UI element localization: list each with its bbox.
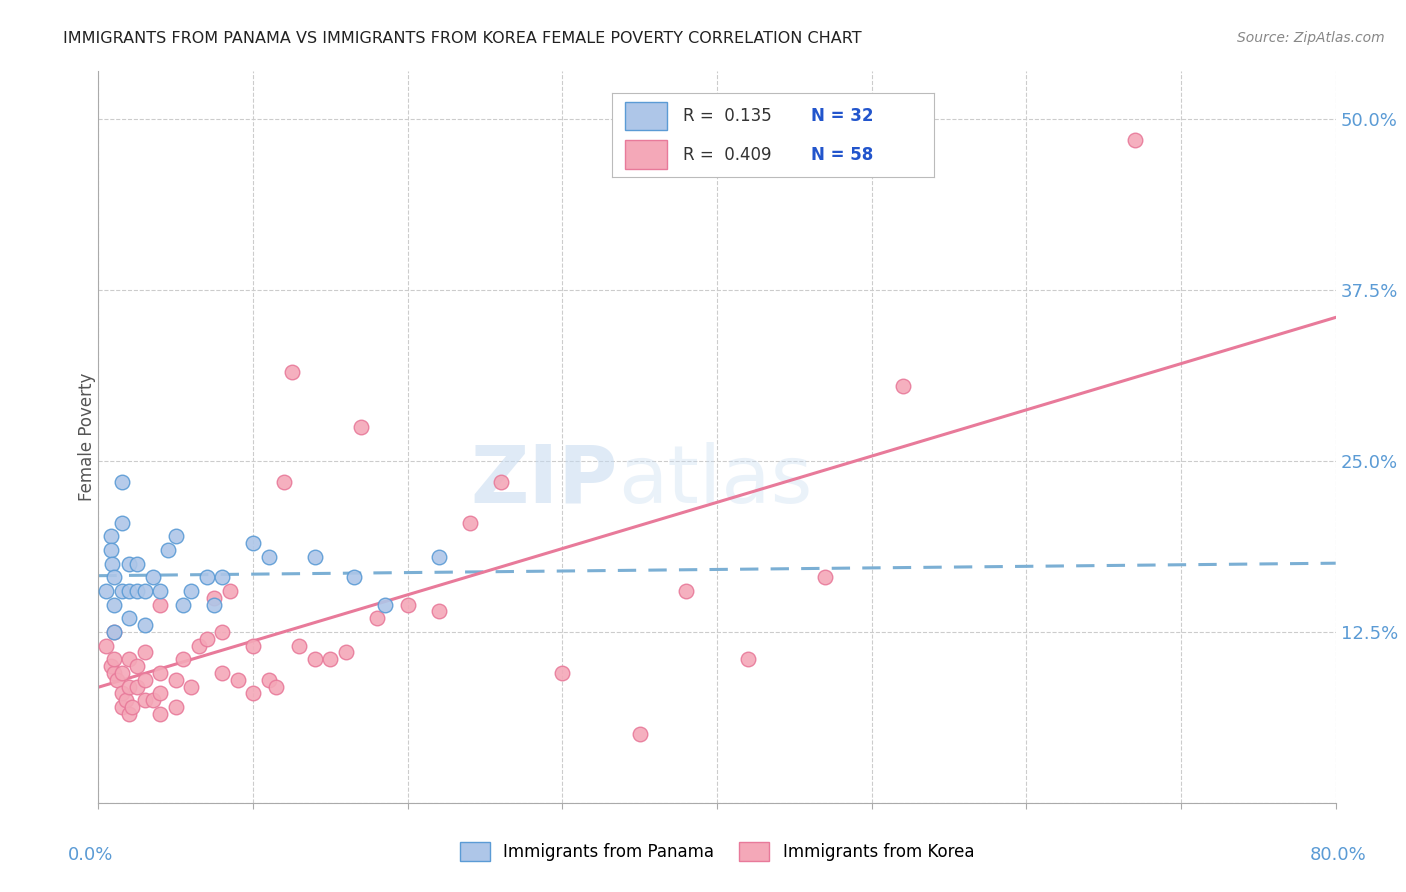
Point xyxy=(675,583,697,598)
Point xyxy=(427,549,450,564)
Point xyxy=(737,652,759,666)
Point xyxy=(100,542,122,557)
Point xyxy=(100,659,122,673)
Point xyxy=(141,693,165,707)
Point xyxy=(180,583,202,598)
Point xyxy=(1123,133,1146,147)
Point xyxy=(149,598,172,612)
Point xyxy=(172,652,194,666)
Point xyxy=(103,570,125,584)
Point xyxy=(188,639,211,653)
Point xyxy=(149,706,172,721)
Point xyxy=(304,652,326,666)
Point xyxy=(103,652,125,666)
Point xyxy=(366,611,388,625)
Point xyxy=(134,673,156,687)
Point xyxy=(134,583,156,598)
Point xyxy=(111,516,132,530)
Point xyxy=(242,536,264,550)
Point xyxy=(105,673,128,687)
Point xyxy=(115,693,138,707)
Point xyxy=(226,673,249,687)
Point xyxy=(96,639,118,653)
Point xyxy=(100,529,122,543)
Point xyxy=(111,700,132,714)
Point xyxy=(211,624,233,639)
Point xyxy=(118,583,141,598)
Text: IMMIGRANTS FROM PANAMA VS IMMIGRANTS FROM KOREA FEMALE POVERTY CORRELATION CHART: IMMIGRANTS FROM PANAMA VS IMMIGRANTS FRO… xyxy=(63,31,862,46)
Point xyxy=(149,665,172,680)
Point xyxy=(489,475,512,489)
Y-axis label: Female Poverty: Female Poverty xyxy=(79,373,96,501)
Point xyxy=(343,570,366,584)
Point xyxy=(103,598,125,612)
Point xyxy=(118,652,141,666)
Point xyxy=(127,557,149,571)
Point xyxy=(242,686,264,700)
Point xyxy=(172,598,194,612)
Point xyxy=(458,516,481,530)
Point xyxy=(103,624,125,639)
Point xyxy=(257,549,280,564)
Point xyxy=(111,583,132,598)
Point xyxy=(195,570,218,584)
Point xyxy=(149,583,172,598)
Text: 0.0%: 0.0% xyxy=(67,846,112,863)
Point xyxy=(814,570,837,584)
Point xyxy=(273,475,295,489)
Point xyxy=(288,639,311,653)
Point xyxy=(111,475,132,489)
Point xyxy=(195,632,218,646)
Point xyxy=(219,583,242,598)
Point xyxy=(396,598,419,612)
Point xyxy=(165,673,187,687)
Point xyxy=(165,529,187,543)
Point xyxy=(118,680,141,694)
Point xyxy=(127,659,149,673)
Point xyxy=(350,420,373,434)
Text: ZIP: ZIP xyxy=(471,442,619,520)
Point xyxy=(628,727,651,741)
Point xyxy=(134,693,156,707)
Point xyxy=(127,680,149,694)
Point xyxy=(204,598,226,612)
Point xyxy=(264,680,288,694)
Point xyxy=(319,652,342,666)
Point xyxy=(134,645,156,659)
Point xyxy=(211,570,233,584)
Point xyxy=(335,645,357,659)
Point xyxy=(165,700,187,714)
Point xyxy=(96,583,118,598)
Point xyxy=(101,557,124,571)
Legend: Immigrants from Panama, Immigrants from Korea: Immigrants from Panama, Immigrants from … xyxy=(453,835,981,868)
Point xyxy=(281,365,304,379)
Point xyxy=(157,542,180,557)
Point xyxy=(127,583,149,598)
Point xyxy=(111,665,132,680)
Point xyxy=(304,549,326,564)
Text: atlas: atlas xyxy=(619,442,813,520)
Point xyxy=(180,680,202,694)
Point xyxy=(427,604,450,618)
Point xyxy=(141,570,165,584)
Point xyxy=(204,591,226,605)
Point xyxy=(103,665,125,680)
Point xyxy=(211,665,233,680)
Text: Source: ZipAtlas.com: Source: ZipAtlas.com xyxy=(1237,31,1385,45)
Point xyxy=(111,686,132,700)
Point xyxy=(121,700,143,714)
Point xyxy=(891,379,914,393)
Point xyxy=(134,618,156,632)
Point xyxy=(118,611,141,625)
Point xyxy=(103,624,125,639)
Point xyxy=(551,665,574,680)
Point xyxy=(257,673,280,687)
Point xyxy=(118,706,141,721)
Point xyxy=(242,639,264,653)
Text: 80.0%: 80.0% xyxy=(1310,846,1367,863)
Point xyxy=(118,557,141,571)
Point xyxy=(149,686,172,700)
Point xyxy=(374,598,396,612)
